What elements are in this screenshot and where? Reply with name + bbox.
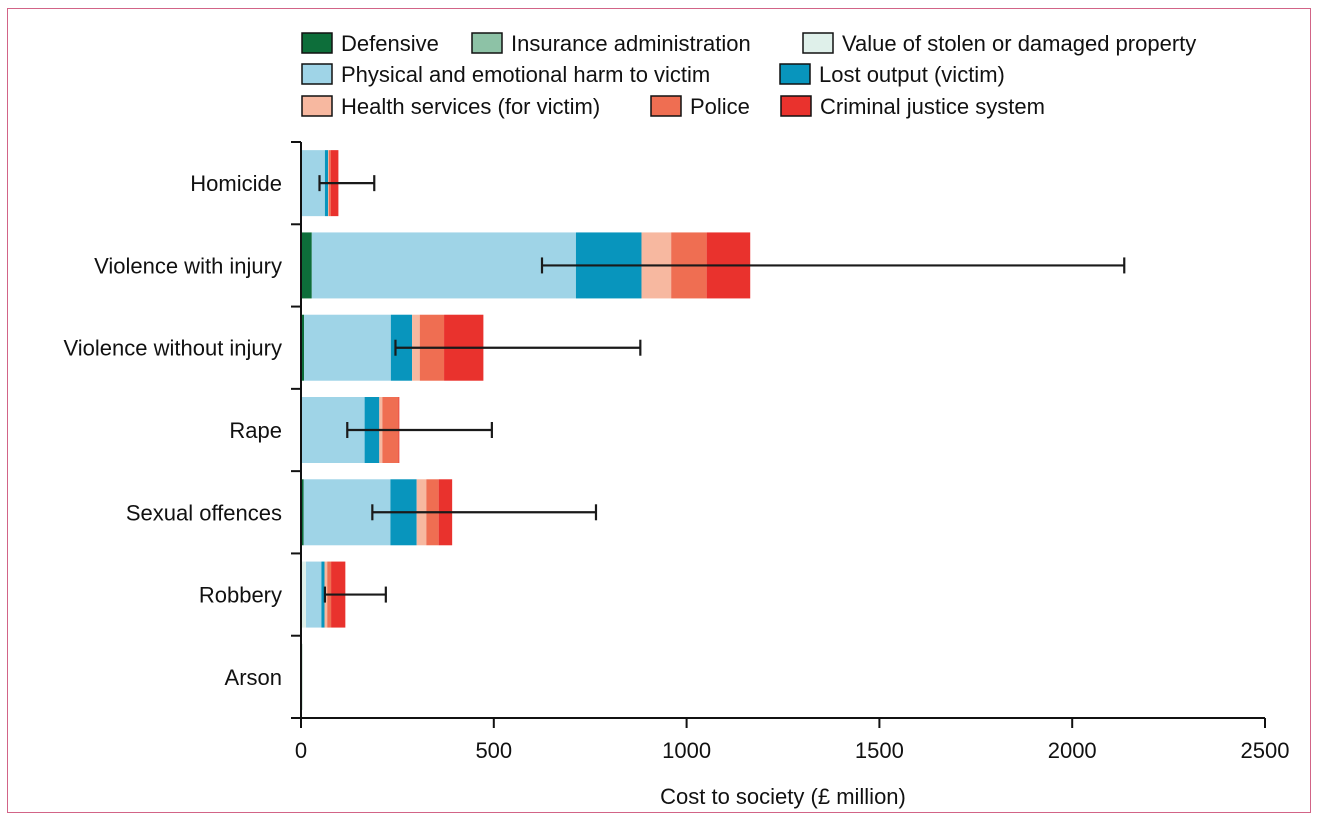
bar-segment-defensive bbox=[301, 314, 305, 381]
legend: Defensive Insurance administration Value o… bbox=[301, 31, 1196, 119]
y-tick-label-homicide: Homicide bbox=[190, 171, 282, 196]
bar-segment-physical-and-emotional-harm-to-victim bbox=[301, 150, 325, 217]
axes: Homicide Violence with injury Violence wit… bbox=[64, 141, 1290, 809]
y-tick-label-sexual-offences: Sexual offences bbox=[126, 500, 282, 525]
legend-label: Insurance administration bbox=[511, 31, 751, 56]
legend-swatch bbox=[471, 32, 503, 54]
legend-item-health-services-for-victim: Health services (for victim) bbox=[301, 94, 600, 119]
x-tick-label: 1500 bbox=[855, 738, 904, 763]
bar-segment-physical-and-emotional-harm-to-victim bbox=[306, 561, 322, 628]
legend-label: Health services (for victim) bbox=[341, 94, 600, 119]
legend-label: Police bbox=[690, 94, 750, 119]
bar-segment-defensive bbox=[301, 479, 304, 546]
bar-segment-value-of-stolen-or-damaged-property bbox=[302, 561, 307, 628]
legend-swatch bbox=[802, 32, 834, 54]
legend-swatch bbox=[650, 95, 682, 117]
error-bar-homicide bbox=[318, 175, 376, 192]
error-bar-violence-without-injury bbox=[394, 339, 642, 356]
y-tick-label-arson: Arson bbox=[225, 665, 282, 690]
x-tick-label: 1000 bbox=[662, 738, 711, 763]
legend-label: Criminal justice system bbox=[820, 94, 1045, 119]
bar-segment-lost-output-victim bbox=[321, 561, 325, 628]
error-bars bbox=[318, 175, 1126, 603]
legend-item-value-of-stolen-or-damaged-property: Value of stolen or damaged property bbox=[802, 31, 1196, 56]
error-bar-rape bbox=[346, 422, 493, 438]
x-tick-label: 500 bbox=[475, 738, 512, 763]
legend-label: Physical and emotional harm to victim bbox=[341, 62, 710, 87]
legend-swatch bbox=[301, 32, 333, 54]
x-axis-title: Cost to society (£ million) bbox=[660, 784, 906, 809]
bar-segment-defensive bbox=[301, 232, 312, 299]
legend-item-police: Police bbox=[650, 94, 750, 119]
legend-label: Value of stolen or damaged property bbox=[842, 31, 1196, 56]
legend-item-defensive: Defensive bbox=[301, 31, 439, 56]
legend-swatch bbox=[779, 63, 811, 85]
figure-frame bbox=[7, 8, 1311, 813]
error-bar-sexual-offences bbox=[371, 504, 598, 521]
error-bar-violence-with-injury bbox=[540, 257, 1126, 274]
x-tick-label: 2000 bbox=[1048, 738, 1097, 763]
legend-item-physical-and-emotional-harm-to-victim: Physical and emotional harm to victim bbox=[301, 62, 710, 87]
error-bar-robbery bbox=[323, 586, 387, 603]
x-tick-label: 2500 bbox=[1241, 738, 1290, 763]
legend-swatch bbox=[301, 95, 333, 117]
bar-segment-physical-and-emotional-harm-to-victim bbox=[311, 232, 576, 299]
y-tick-label-violence-without-injury: Violence without injury bbox=[64, 336, 283, 361]
x-tick-label: 0 bbox=[295, 738, 307, 763]
y-tick-label-violence-with-injury: Violence with injury bbox=[94, 253, 282, 278]
y-tick-label-robbery: Robbery bbox=[199, 583, 282, 608]
legend-label: Lost output (victim) bbox=[819, 62, 1005, 87]
legend-item-lost-output-victim: Lost output (victim) bbox=[779, 62, 1005, 87]
legend-label: Defensive bbox=[341, 31, 439, 56]
legend-item-insurance-administration: Insurance administration bbox=[471, 31, 751, 56]
legend-swatch bbox=[780, 95, 812, 117]
legend-item-criminal-justice-system: Criminal justice system bbox=[780, 94, 1045, 119]
legend-swatch bbox=[301, 63, 333, 85]
bar-segment-physical-and-emotional-harm-to-victim bbox=[304, 314, 391, 381]
y-tick-label-rape: Rape bbox=[229, 418, 282, 443]
